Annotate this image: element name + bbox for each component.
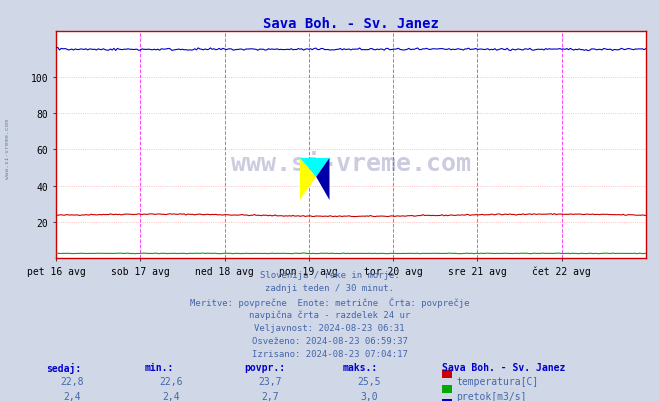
Text: navpična črta - razdelek 24 ur: navpična črta - razdelek 24 ur: [249, 310, 410, 319]
Text: 25,5: 25,5: [357, 376, 381, 386]
Text: 22,8: 22,8: [61, 376, 84, 386]
Text: Veljavnost: 2024-08-23 06:31: Veljavnost: 2024-08-23 06:31: [254, 323, 405, 332]
Text: 2,4: 2,4: [163, 391, 180, 401]
Text: 2,4: 2,4: [64, 391, 81, 401]
Text: 3,0: 3,0: [360, 391, 378, 401]
Text: 2,7: 2,7: [262, 391, 279, 401]
Title: Sava Boh. - Sv. Janez: Sava Boh. - Sv. Janez: [263, 17, 439, 31]
Text: Meritve: povprečne  Enote: metrične  Črta: povprečje: Meritve: povprečne Enote: metrične Črta:…: [190, 296, 469, 307]
Text: 22,6: 22,6: [159, 376, 183, 386]
Text: sedaj:: sedaj:: [46, 362, 81, 373]
Text: pretok[m3/s]: pretok[m3/s]: [456, 391, 527, 401]
Polygon shape: [300, 158, 330, 177]
Text: Osveženo: 2024-08-23 06:59:37: Osveženo: 2024-08-23 06:59:37: [252, 336, 407, 345]
Text: temperatura[C]: temperatura[C]: [456, 376, 538, 386]
Text: zadnji teden / 30 minut.: zadnji teden / 30 minut.: [265, 283, 394, 292]
Text: Izrisano: 2024-08-23 07:04:17: Izrisano: 2024-08-23 07:04:17: [252, 349, 407, 358]
Polygon shape: [300, 158, 316, 200]
Text: www.si-vreme.com: www.si-vreme.com: [5, 118, 11, 178]
Text: 23,7: 23,7: [258, 376, 282, 386]
Text: min.:: min.:: [145, 362, 175, 372]
Text: povpr.:: povpr.:: [244, 362, 285, 372]
Polygon shape: [316, 158, 330, 200]
Text: Slovenija / reke in morje.: Slovenija / reke in morje.: [260, 270, 399, 279]
Text: www.si-vreme.com: www.si-vreme.com: [231, 152, 471, 176]
Text: maks.:: maks.:: [343, 362, 378, 372]
Text: Sava Boh. - Sv. Janez: Sava Boh. - Sv. Janez: [442, 362, 565, 372]
